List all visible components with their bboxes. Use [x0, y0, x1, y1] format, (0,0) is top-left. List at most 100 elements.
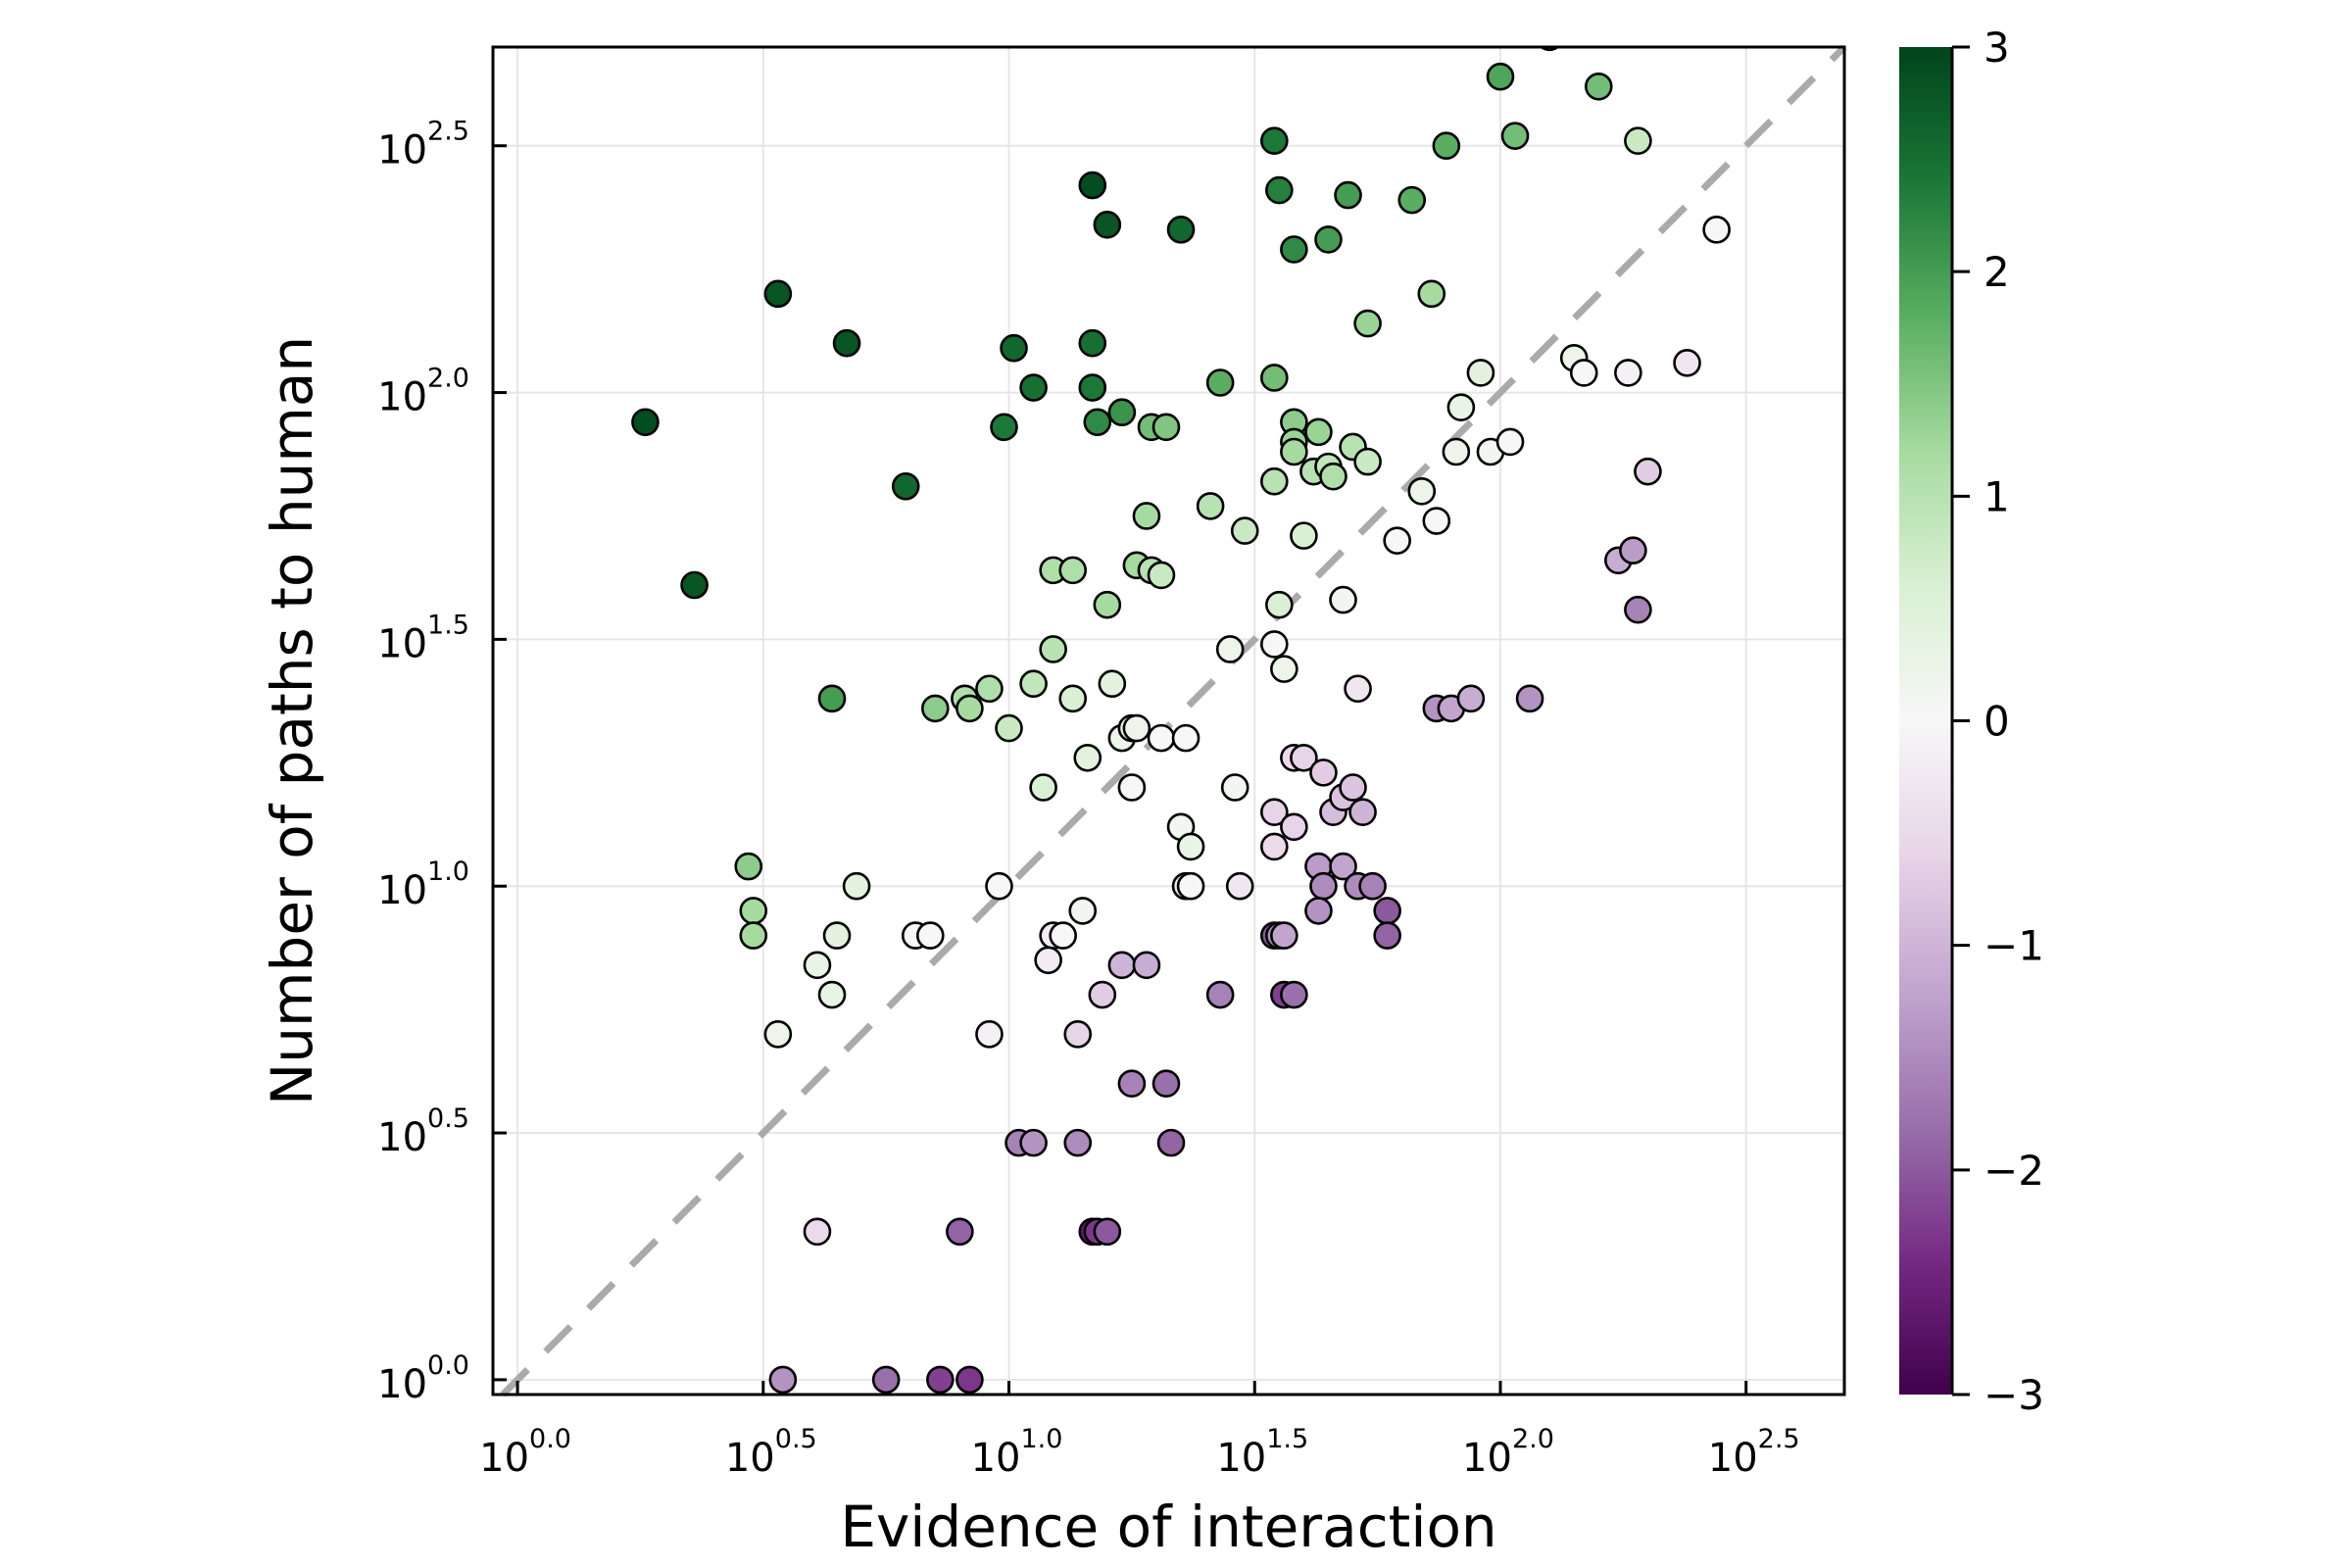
data-point	[1500, 122, 1530, 150]
data-point	[1432, 131, 1461, 161]
data-point	[1093, 211, 1122, 239]
data-point	[1166, 216, 1196, 244]
data-point	[631, 408, 660, 437]
y-tick-label: 100.0	[377, 1350, 469, 1407]
data-point	[1339, 773, 1367, 802]
data-point	[1702, 216, 1731, 244]
data-point	[1569, 359, 1598, 387]
colorbar-tick-label: 0	[1984, 698, 2010, 746]
data-point	[956, 1365, 984, 1395]
data-point	[1019, 1128, 1048, 1157]
data-point	[1063, 1020, 1093, 1049]
data-point	[1584, 72, 1613, 101]
colorbar-tick-label: −1	[1984, 922, 2044, 970]
data-point	[926, 1365, 955, 1395]
data-point	[1260, 126, 1289, 155]
data-point	[1205, 980, 1235, 1009]
data-point	[1290, 521, 1318, 550]
data-point	[1466, 359, 1495, 387]
data-point	[1152, 1069, 1181, 1098]
data-point	[1107, 398, 1137, 427]
data-point	[1383, 526, 1411, 555]
data-point	[1456, 684, 1486, 713]
data-point	[1093, 1217, 1122, 1247]
data-point	[1132, 951, 1161, 980]
data-point	[1132, 502, 1161, 530]
data-point	[1196, 492, 1225, 520]
data-point	[1280, 235, 1308, 264]
x-tick-label: 101.0	[971, 1424, 1063, 1481]
data-point	[1171, 723, 1200, 753]
x-tick-label: 102.5	[1708, 1424, 1800, 1481]
data-point	[1260, 832, 1289, 861]
data-point	[1260, 798, 1289, 826]
data-point	[1098, 669, 1127, 699]
data-point	[956, 694, 984, 723]
data-point	[1260, 630, 1289, 659]
data-point	[1329, 585, 1357, 614]
data-point	[1063, 1128, 1093, 1157]
data-point	[1353, 447, 1382, 476]
data-point	[822, 921, 852, 950]
x-tick-label: 100.0	[479, 1424, 571, 1481]
data-point	[1280, 812, 1308, 842]
data-point	[1373, 921, 1401, 950]
data-points	[631, 47, 1731, 1395]
data-point	[1309, 871, 1338, 901]
data-point	[871, 1365, 901, 1395]
data-point	[1019, 669, 1048, 699]
data-point	[1220, 773, 1250, 802]
data-point	[921, 694, 950, 723]
data-point	[891, 471, 920, 501]
data-point	[1176, 832, 1205, 861]
data-point	[1117, 1069, 1147, 1098]
data-point	[1225, 871, 1254, 901]
data-point	[1619, 536, 1647, 565]
data-point	[832, 328, 861, 358]
data-point	[739, 921, 768, 950]
data-point	[985, 871, 1013, 901]
y-axis-ticks: 100.0 100.5 101.0 101.5 102.0 102.5	[377, 117, 507, 1407]
x-tick-label: 100.5	[725, 1424, 817, 1481]
data-point	[1446, 393, 1476, 421]
data-point	[1265, 590, 1294, 619]
data-point	[1280, 980, 1308, 1009]
data-point	[990, 413, 1018, 442]
data-point	[1078, 328, 1107, 358]
data-point	[1029, 773, 1057, 802]
data-point	[817, 684, 847, 713]
data-point	[680, 570, 709, 600]
y-tick-label: 102.5	[377, 117, 469, 173]
y-tick-label: 101.5	[377, 610, 469, 666]
data-point	[1373, 897, 1401, 925]
data-point	[1417, 279, 1446, 309]
data-point	[975, 1020, 1004, 1049]
y-tick-label: 101.0	[377, 857, 469, 913]
data-point	[1442, 437, 1471, 466]
data-point	[1152, 413, 1181, 442]
y-tick-label: 102.0	[377, 364, 469, 420]
colorbar-ticks: 3 2 1 0 −1 −2 −3	[1950, 24, 2044, 1419]
data-point	[1422, 507, 1451, 535]
colorbar-gradient	[1899, 47, 1952, 1395]
data-point	[1304, 897, 1333, 925]
data-point	[1058, 556, 1088, 585]
data-point	[763, 1020, 793, 1049]
data-point	[803, 1217, 832, 1247]
data-point	[1334, 180, 1362, 210]
data-point	[1304, 417, 1333, 447]
x-axis-label: Evidence of interaction	[840, 1494, 1496, 1560]
data-point	[1290, 743, 1318, 772]
data-point	[1344, 674, 1372, 704]
data-point	[946, 1217, 974, 1247]
data-point	[1358, 871, 1387, 901]
colorbar-tick-label: 3	[1984, 24, 2010, 72]
data-point	[1078, 373, 1107, 402]
data-point	[1673, 349, 1701, 377]
data-point	[1270, 655, 1298, 683]
data-point	[1407, 476, 1437, 506]
data-point	[1068, 897, 1098, 925]
data-point	[1147, 561, 1176, 590]
x-tick-label: 102.0	[1462, 1424, 1554, 1481]
data-point	[1397, 185, 1427, 215]
